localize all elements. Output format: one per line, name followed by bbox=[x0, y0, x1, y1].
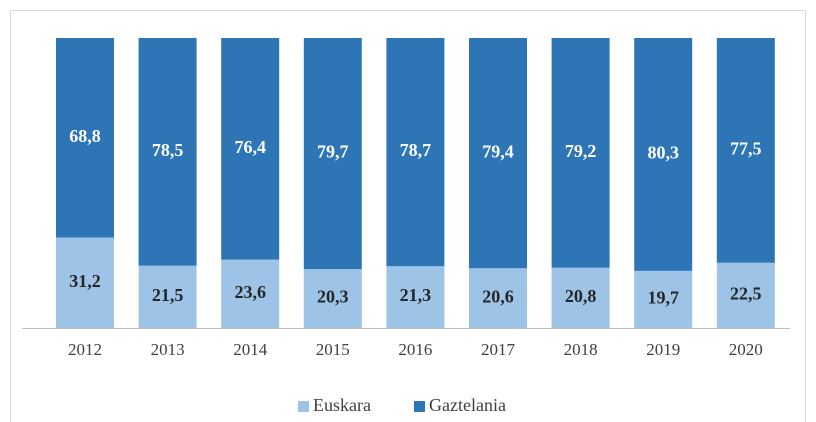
bar-segment bbox=[138, 265, 197, 328]
bar-segment bbox=[303, 38, 362, 270]
bar-segment bbox=[56, 237, 114, 328]
data-label: 22,5 bbox=[730, 284, 762, 304]
data-label: 20,8 bbox=[565, 286, 597, 306]
bar-segment bbox=[386, 266, 445, 328]
bar-segment bbox=[303, 269, 362, 328]
x-tick-label: 2015 bbox=[316, 340, 350, 359]
data-label: 79,4 bbox=[482, 141, 514, 161]
bar-segment bbox=[386, 38, 445, 267]
data-label: 80,3 bbox=[647, 143, 679, 163]
chart-frame bbox=[10, 10, 806, 422]
x-tick-label: 2016 bbox=[398, 340, 432, 359]
legend-label: Euskara bbox=[313, 395, 371, 415]
data-label: 79,2 bbox=[565, 141, 597, 161]
data-label: 78,5 bbox=[152, 140, 184, 160]
bar-segment bbox=[634, 270, 693, 328]
bar-segment bbox=[221, 259, 280, 328]
x-tick-label: 2020 bbox=[729, 340, 763, 359]
data-label: 23,6 bbox=[234, 282, 266, 302]
data-label: 79,7 bbox=[317, 142, 349, 162]
data-label: 31,2 bbox=[69, 271, 101, 291]
legend-swatch bbox=[298, 401, 309, 412]
x-tick-label: 2013 bbox=[151, 340, 185, 359]
legend-label: Gaztelania bbox=[429, 395, 506, 415]
legend-swatch bbox=[414, 401, 425, 412]
x-tick-label: 2019 bbox=[646, 340, 680, 359]
x-tick-label: 2012 bbox=[68, 340, 102, 359]
data-label: 78,7 bbox=[400, 140, 432, 160]
bar-segment bbox=[634, 38, 693, 271]
x-tick-label: 2014 bbox=[233, 340, 268, 359]
data-label: 19,7 bbox=[647, 288, 679, 308]
data-label: 20,6 bbox=[482, 286, 514, 306]
bar-segment bbox=[138, 38, 197, 266]
data-label: 21,5 bbox=[152, 285, 184, 305]
x-tick-label: 2018 bbox=[564, 340, 598, 359]
bar-segment bbox=[221, 38, 280, 260]
x-tick-label: 2017 bbox=[481, 340, 516, 359]
bar-segment bbox=[469, 268, 527, 328]
data-label: 20,3 bbox=[317, 287, 349, 307]
bar-segment bbox=[716, 38, 775, 263]
data-label: 68,8 bbox=[69, 126, 101, 146]
data-label: 77,5 bbox=[730, 139, 762, 159]
bar-segment bbox=[469, 38, 527, 269]
data-label: 76,4 bbox=[234, 137, 266, 157]
bar-segment bbox=[551, 267, 610, 328]
bar-segment bbox=[56, 38, 114, 238]
data-label: 21,3 bbox=[400, 285, 432, 305]
bar-segment bbox=[716, 262, 775, 328]
bar-segment bbox=[551, 38, 610, 268]
